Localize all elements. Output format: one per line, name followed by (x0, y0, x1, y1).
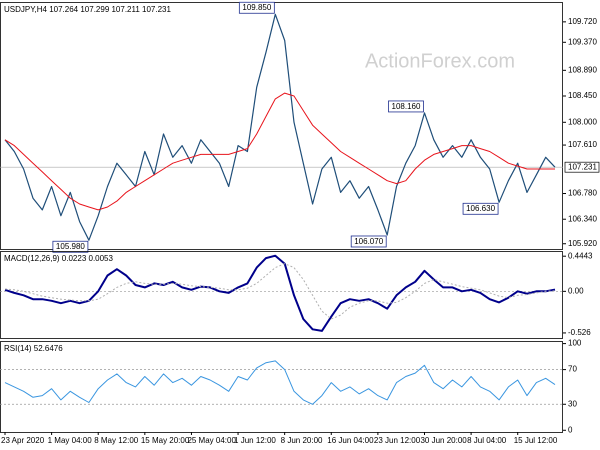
y-tick-label: 107.610 (568, 140, 597, 149)
y-tick-label: 0 (568, 425, 573, 434)
y-tick-label: 109.370 (568, 37, 597, 46)
annotation-box (350, 235, 387, 248)
annotation-label: 106.070 (354, 237, 383, 246)
x-tick-label: 8 Jul 04:00 (467, 436, 507, 445)
x-tick-label: 8 Jun 20:00 (281, 436, 323, 445)
x-tick-label: 15 Jul 12:00 (514, 436, 558, 445)
series-line (4, 360, 556, 405)
panel-frame (0, 341, 563, 433)
series-line (4, 254, 556, 332)
annotation-box (238, 1, 275, 14)
x-tick-label: 1 Jun 12:00 (234, 436, 276, 445)
y-tick-label: 108.890 (568, 65, 597, 74)
annotation-label: 108.160 (392, 102, 421, 111)
last-price-box (564, 161, 600, 173)
panel-frame (0, 251, 563, 339)
watermark: ActionForex.com (365, 50, 515, 72)
x-tick-label: 16 Jun 04:00 (327, 436, 374, 445)
y-tick-label: 108.000 (568, 117, 597, 126)
panel-frame (0, 2, 563, 250)
panel-title: USDJPY,H4 107.264 107.299 107.211 107.23… (4, 5, 172, 14)
y-tick-label: 106.340 (568, 214, 597, 223)
last-price-label: 107.231 (568, 162, 597, 171)
annotation-box (388, 100, 424, 113)
x-tick-label: 8 May 12:00 (94, 436, 139, 445)
x-tick-label: 25 May 04:00 (187, 436, 236, 445)
y-tick-label: 109.720 (568, 17, 597, 26)
annotation-label: 106.630 (466, 204, 495, 213)
series-line (4, 13, 556, 241)
annotation-box (462, 202, 499, 215)
y-tick-label: 108.450 (568, 91, 597, 100)
x-tick-label: 30 Jun 20:00 (420, 436, 467, 445)
y-tick-label: 70 (568, 365, 577, 374)
x-tick-label: 15 May 20:00 (141, 436, 190, 445)
y-tick-label: 30 (568, 399, 577, 408)
x-tick-label: 23 Apr 2020 (1, 436, 45, 445)
annotation-box (52, 240, 89, 253)
x-tick-label: 1 May 04:00 (48, 436, 93, 445)
x-tick-label: 23 Jun 12:00 (374, 436, 421, 445)
panel-title: RSI(14) 52.6476 (4, 344, 63, 353)
y-tick-label: 0.00 (568, 286, 584, 295)
y-tick-label: 105.920 (568, 239, 597, 248)
y-tick-label: 106.780 (568, 189, 597, 198)
y-tick-label: 0.4443 (568, 251, 593, 260)
annotation-label: 105.980 (56, 242, 85, 251)
annotation-label: 109.850 (242, 3, 271, 12)
series-line (4, 263, 556, 320)
panel-title: MACD(12,26,9) 0.0223 0.0053 (4, 254, 114, 263)
series-line (4, 92, 555, 211)
y-tick-label: 100 (568, 339, 582, 348)
y-tick-label: -0.526 (568, 328, 591, 337)
